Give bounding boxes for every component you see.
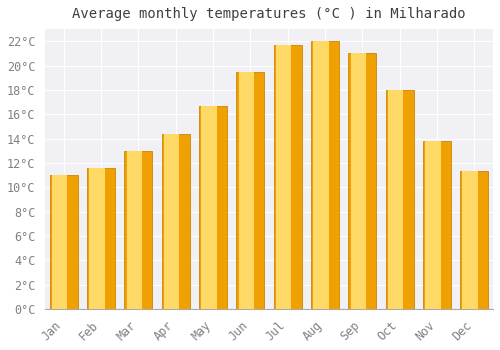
Bar — [274, 45, 302, 309]
Bar — [462, 172, 478, 309]
Bar — [386, 90, 413, 309]
Bar — [423, 141, 451, 309]
Bar — [276, 45, 291, 309]
Bar — [87, 168, 115, 309]
Bar — [238, 72, 254, 309]
Bar — [52, 175, 68, 309]
Title: Average monthly temperatures (°C ) in Milharado: Average monthly temperatures (°C ) in Mi… — [72, 7, 466, 21]
Bar — [236, 72, 264, 309]
Bar — [348, 54, 376, 309]
Bar — [124, 151, 152, 309]
Bar — [90, 168, 104, 309]
Bar — [425, 141, 440, 309]
Bar — [313, 41, 328, 309]
Bar — [162, 134, 190, 309]
Bar — [126, 151, 142, 309]
Bar — [460, 172, 488, 309]
Bar — [50, 175, 78, 309]
Bar — [350, 54, 366, 309]
Bar — [199, 106, 227, 309]
Bar — [388, 90, 403, 309]
Bar — [311, 41, 339, 309]
Bar — [164, 134, 180, 309]
Bar — [201, 106, 216, 309]
